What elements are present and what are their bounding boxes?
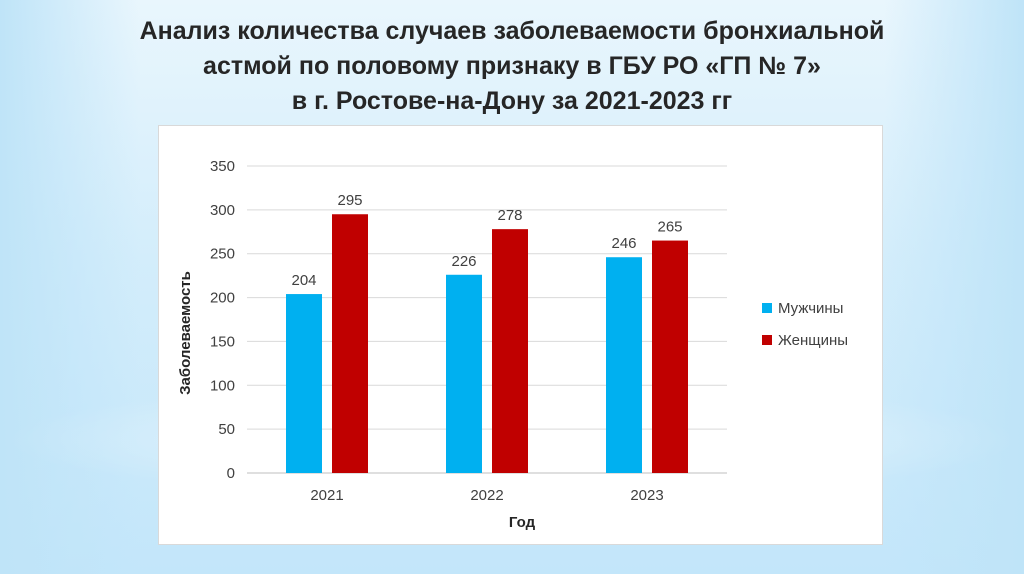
bar-2022-women — [492, 229, 528, 473]
slide-title: Анализ количества случаев заболеваемости… — [40, 14, 984, 119]
bar-2023-men — [606, 257, 642, 473]
bar-chart: 204 295 226 278 246 265 0 50 100 150 200 250 300 350… — [177, 158, 848, 531]
y-tick-label: 250 — [210, 246, 235, 263]
data-label: 278 — [497, 207, 522, 224]
legend-swatch — [762, 335, 772, 345]
y-tick-label: 300 — [210, 202, 235, 219]
legend: Мужчины Женщины — [762, 300, 848, 349]
x-tick-label: 2022 — [470, 487, 503, 504]
data-labels: 204 295 226 278 246 265 — [291, 192, 682, 289]
title-line-1: Анализ количества случаев заболеваемости… — [139, 17, 885, 45]
bar-2021-women — [332, 214, 368, 473]
bar-2021-men — [286, 294, 322, 473]
y-tick-label: 150 — [210, 333, 235, 350]
bar-2022-men — [446, 274, 482, 473]
y-tick-label: 0 — [227, 465, 235, 482]
y-tick-label: 350 — [210, 158, 235, 175]
y-tick-label: 100 — [210, 377, 235, 394]
y-tick-label: 50 — [218, 421, 235, 438]
bar-2023-women — [652, 240, 688, 473]
legend-swatch — [762, 303, 772, 313]
y-axis-ticks: 0 50 100 150 200 250 300 350 — [210, 158, 235, 482]
x-tick-label: 2021 — [310, 487, 343, 504]
y-tick-label: 200 — [210, 290, 235, 307]
x-tick-label: 2023 — [630, 487, 663, 504]
x-axis-title: Год — [509, 514, 536, 531]
x-axis-ticks: 2021 2022 2023 — [310, 487, 663, 504]
legend-label: Мужчины — [778, 300, 843, 317]
data-label: 204 — [291, 272, 316, 289]
title-line-2: астмой по половому признаку в ГБУ РО «ГП… — [203, 52, 821, 80]
bars — [286, 214, 688, 473]
gridlines — [247, 165, 727, 474]
title-line-3: в г. Ростове-на-Дону за 2021-2023 гг — [291, 87, 733, 115]
data-label: 265 — [657, 219, 682, 236]
data-label: 295 — [337, 192, 362, 209]
y-axis-title: Заболеваемость — [177, 271, 194, 395]
data-label: 246 — [611, 235, 636, 252]
chart-area: 204 295 226 278 246 265 0 50 100 150 200 250 300 350… — [158, 125, 883, 545]
legend-label: Женщины — [778, 332, 848, 349]
data-label: 226 — [451, 253, 476, 270]
